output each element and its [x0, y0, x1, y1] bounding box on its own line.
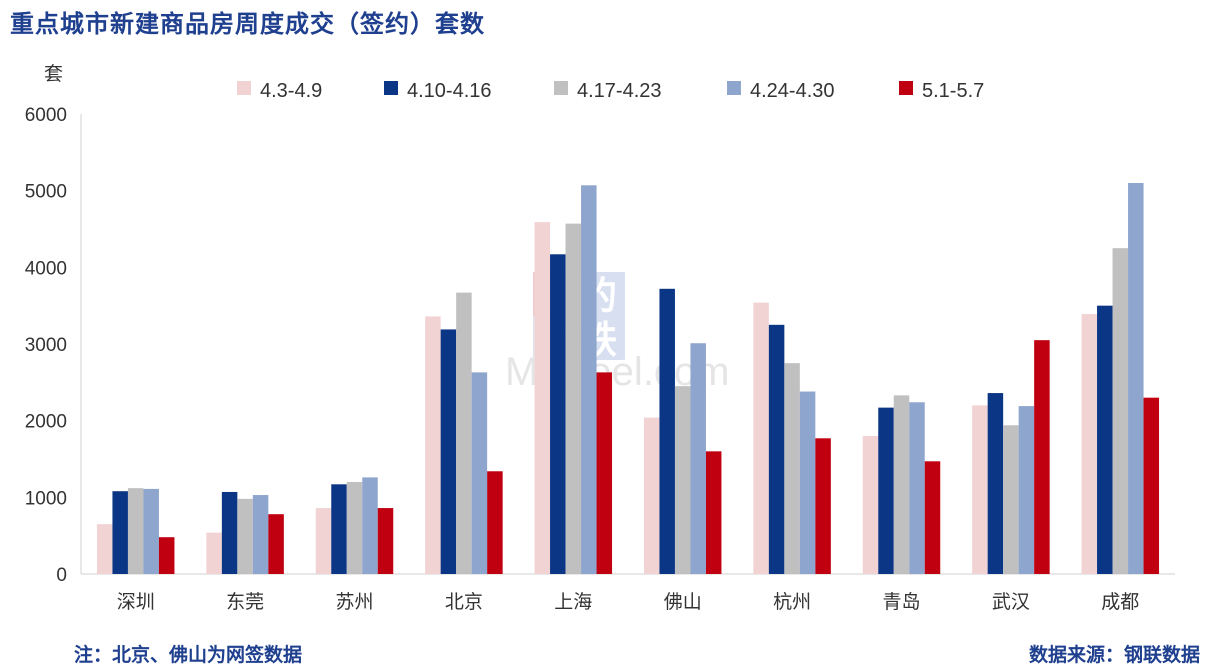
bar-上海-5.1-5.7 — [596, 372, 613, 574]
bar-武汉-5.1-5.7 — [1034, 340, 1050, 574]
bar-佛山-4.10-4.16 — [659, 288, 675, 574]
bar-深圳-4.3-4.9 — [96, 524, 113, 574]
bar-东莞-5.1-5.7 — [268, 514, 284, 574]
bar-东莞-4.3-4.9 — [206, 532, 222, 574]
bar-佛山-4.3-4.9 — [643, 417, 660, 574]
bar-深圳-4.10-4.16 — [112, 491, 128, 574]
bar-成都-4.24-4.30 — [1128, 183, 1144, 574]
bar-杭州-4.24-4.30 — [799, 391, 816, 574]
legend-label: 4.3-4.9 — [260, 80, 322, 102]
legend-label: 4.10-4.16 — [407, 80, 492, 102]
chart-title: 重点城市新建商品房周度成交（签约）套数 — [10, 9, 485, 38]
legend-swatch — [727, 81, 741, 95]
bar-成都-4.10-4.16 — [1097, 305, 1113, 574]
legend-swatch — [899, 81, 913, 95]
bar-佛山-5.1-5.7 — [705, 451, 722, 574]
bar-北京-5.1-5.7 — [487, 471, 503, 574]
legend-label: 4.24-4.30 — [750, 80, 835, 102]
bar-北京-4.3-4.9 — [425, 316, 441, 574]
x-tick-label: 武汉 — [992, 591, 1030, 613]
x-tick-label: 青岛 — [882, 591, 920, 613]
bar-杭州-4.10-4.16 — [768, 324, 785, 574]
y-tick-label: 3000 — [25, 335, 67, 356]
legend-label: 4.17-4.23 — [577, 80, 662, 102]
x-tick-label: 上海 — [554, 591, 592, 613]
bar-北京-4.17-4.23 — [456, 292, 472, 574]
bar-上海-4.3-4.9 — [534, 222, 551, 574]
bar-上海-4.17-4.23 — [565, 223, 582, 574]
bar-武汉-4.17-4.23 — [1003, 425, 1019, 574]
bar-上海-4.10-4.16 — [550, 254, 566, 575]
bar-上海-4.24-4.30 — [581, 185, 597, 575]
bar-武汉-4.10-4.16 — [987, 393, 1004, 574]
bar-深圳-4.24-4.30 — [143, 488, 159, 574]
bar-东莞-4.24-4.30 — [252, 495, 269, 574]
bar-武汉-4.3-4.9 — [972, 405, 988, 574]
legend: 4.3-4.9 4.10-4.16 4.17-4.23 4.24-4.30 5.1-5.… — [237, 80, 984, 102]
bar-成都-4.17-4.23 — [1112, 248, 1129, 574]
bar-佛山-4.24-4.30 — [690, 343, 706, 574]
bar-青岛-5.1-5.7 — [924, 461, 941, 574]
bar-苏州-4.24-4.30 — [362, 477, 378, 574]
bar-深圳-4.17-4.23 — [127, 488, 144, 574]
bar-苏州-5.1-5.7 — [377, 508, 394, 574]
x-tick-label: 杭州 — [773, 591, 811, 613]
y-tick-label: 5000 — [25, 182, 67, 203]
bar-青岛-4.3-4.9 — [862, 436, 879, 574]
y-tick-label: 4000 — [25, 258, 67, 279]
data-source: 数据来源：钢联数据 — [1028, 644, 1200, 666]
bar-成都-5.1-5.7 — [1143, 397, 1160, 574]
y-axis-unit: 套 — [44, 63, 63, 85]
bar-北京-4.24-4.30 — [471, 372, 488, 574]
legend-label: 5.1-5.7 — [922, 80, 984, 102]
x-tick-label: 苏州 — [335, 591, 373, 613]
legend-swatch — [384, 81, 398, 95]
bar-武汉-4.24-4.30 — [1018, 406, 1035, 574]
x-tick-label: 东莞 — [226, 591, 264, 613]
bar-佛山-4.17-4.23 — [674, 386, 691, 574]
bar-深圳-5.1-5.7 — [158, 537, 175, 574]
bar-杭州-4.3-4.9 — [753, 302, 769, 574]
bar-北京-4.10-4.16 — [440, 329, 457, 574]
legend-swatch — [554, 81, 568, 95]
y-tick-label: 0 — [56, 565, 67, 586]
bar-青岛-4.17-4.23 — [893, 395, 910, 574]
bar-成都-4.3-4.9 — [1081, 314, 1098, 574]
y-tick-label: 1000 — [25, 488, 67, 509]
bar-杭州-4.17-4.23 — [784, 363, 800, 574]
bar-苏州-4.10-4.16 — [331, 484, 347, 574]
bar-杭州-5.1-5.7 — [815, 438, 831, 574]
x-tick-label: 北京 — [445, 591, 483, 613]
bar-苏州-4.3-4.9 — [315, 508, 332, 574]
x-tick-label: 佛山 — [664, 591, 702, 613]
legend-swatch — [237, 81, 251, 95]
bar-东莞-4.17-4.23 — [237, 498, 253, 574]
y-tick-label: 6000 — [25, 105, 67, 126]
bar-青岛-4.24-4.30 — [909, 402, 925, 574]
x-tick-label: 成都 — [1101, 591, 1139, 613]
bar-东莞-4.10-4.16 — [221, 491, 238, 574]
y-tick-label: 2000 — [25, 412, 67, 433]
bar-苏州-4.17-4.23 — [346, 482, 363, 574]
bar-青岛-4.10-4.16 — [878, 407, 894, 574]
x-tick-label: 深圳 — [117, 591, 155, 613]
footnote: 注：北京、佛山为网签数据 — [74, 644, 303, 666]
